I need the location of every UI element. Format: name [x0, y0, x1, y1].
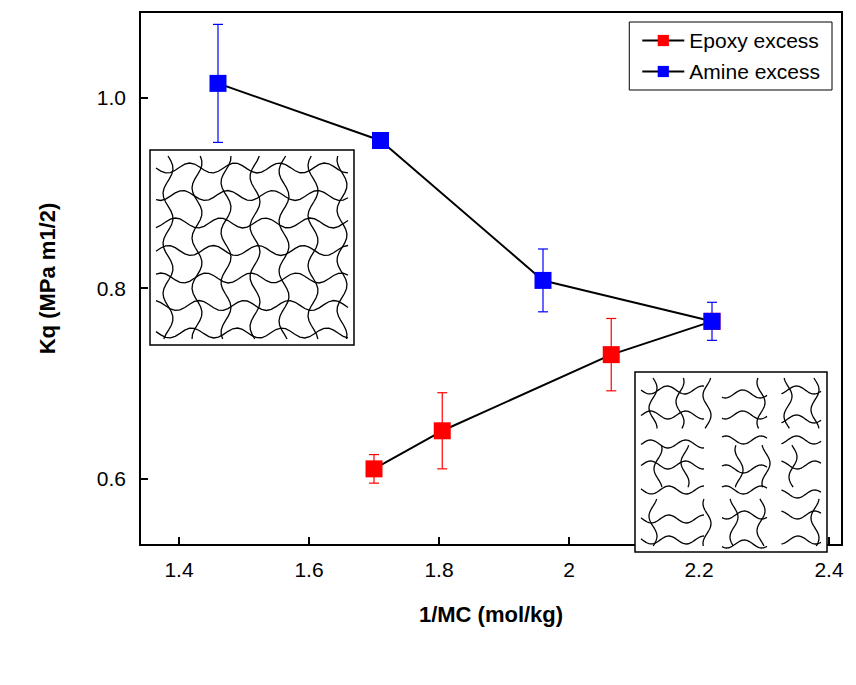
svg-text:0.8: 0.8: [97, 277, 126, 300]
svg-text:2: 2: [563, 558, 575, 581]
svg-text:Epoxy excess: Epoxy excess: [689, 29, 819, 52]
svg-text:2.2: 2.2: [684, 558, 713, 581]
svg-text:1.6: 1.6: [294, 558, 323, 581]
svg-text:0.6: 0.6: [97, 467, 126, 490]
svg-text:2.4: 2.4: [814, 558, 844, 581]
svg-text:Amine excess: Amine excess: [689, 60, 820, 83]
svg-text:Kq (MPa m1/2): Kq (MPa m1/2): [35, 203, 60, 355]
svg-text:1.8: 1.8: [424, 558, 453, 581]
svg-text:1/MC (mol/kg): 1/MC (mol/kg): [419, 602, 563, 627]
svg-text:1.4: 1.4: [164, 558, 194, 581]
svg-text:1.0: 1.0: [97, 86, 126, 109]
